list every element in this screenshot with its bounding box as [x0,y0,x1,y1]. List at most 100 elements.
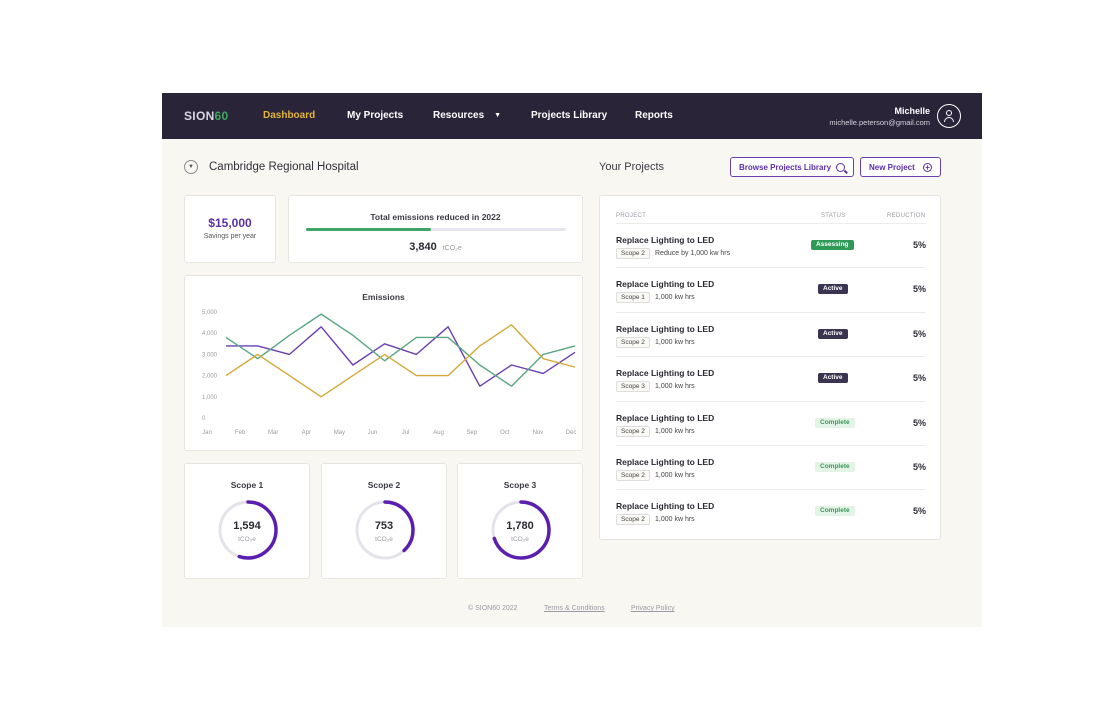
table-row[interactable]: Replace Lighting to LED Scope 2 1,000 kw h… [616,489,926,533]
plus-circle-icon: + [923,162,932,172]
scope-chip: Scope 2 [616,425,650,437]
project-name: Replace Lighting to LED [616,412,715,423]
emissions-chart-card: Emissions 5,000 4,000 3,000 2,000 1,000 0 Jan F… [184,275,583,451]
scope-card-3: Scope 3 1,780 tCO₂e [457,463,583,579]
caret-down-icon: ▼ [494,112,502,119]
column-header-project: PROJECT [616,213,647,219]
table-row[interactable]: Replace Lighting to LED Scope 2 1,000 kw h… [616,445,926,489]
new-project-button[interactable]: New Project + [860,157,941,177]
column-header-reduction: REDUCTION [887,213,926,219]
savings-card: $15,000 Savings per year [184,195,276,263]
nav-reports[interactable]: Reports [635,110,673,121]
ring-progress [218,500,278,560]
project-name: Replace Lighting to LED [616,279,715,290]
logo[interactable]: SION60 [184,109,229,123]
project-detail: 1,000 kw hrs [655,516,695,524]
x-tick-label: Jun [368,430,378,436]
savings-label: Savings per year [203,233,257,240]
scope-chip: Scope 2 [616,336,650,348]
search-icon [836,162,845,172]
status-badge: Active [818,328,848,339]
y-tick-label: 5,000 [202,310,218,316]
x-tick-label: Dec [566,430,577,436]
y-tick-label: 1,000 [202,395,218,401]
total-emissions-unit: tCO₂e [442,245,462,252]
column-header-status: STATUS [821,213,846,219]
table-row[interactable]: Replace Lighting to LED Scope 3 1,000 kw h… [616,356,926,400]
footer-privacy-link[interactable]: Privacy Policy [631,605,675,612]
series-line-3 [225,324,576,398]
scope-unit: tCO₂e [238,536,256,543]
total-emissions-card: Total emissions reduced in 2022 3,840 tCO… [288,195,583,263]
reduction-value: 5% [912,373,926,384]
scope-chip: Scope 2 [616,514,650,526]
x-tick-label: Oct [500,430,510,436]
scope-title: Scope 3 [503,480,537,490]
total-emissions-number: 3,840 [409,241,437,253]
new-project-label: New Project [869,162,915,172]
scope-chip: Scope 2 [616,470,650,481]
nav-resources[interactable]: Resources ▼ [433,110,501,121]
project-detail: 1,000 kw hrs [655,338,695,346]
status-badge: Active [818,284,848,295]
scope-card-2: Scope 2 753 tCO₂e [321,463,447,579]
project-name: Replace Lighting to LED [616,323,715,334]
nav-resources-label: Resources [433,110,485,121]
reduction-value: 5% [912,506,926,517]
x-tick-label: Feb [235,430,246,436]
scope-ring [491,500,551,560]
x-tick-label: Jul [402,430,410,436]
project-detail: 1,000 kw hrs [655,427,695,435]
scope-unit: tCO₂e [375,536,393,543]
scope-title: Scope 1 [230,480,264,490]
x-tick-label: Sep [466,430,477,436]
status-badge: Assessing [811,240,854,250]
footer-copyright: © SION60 2022 [468,605,518,612]
x-tick-label: Mar [268,430,278,436]
reduction-value: 5% [912,240,926,250]
scope-chip: Scope 2 [616,248,650,259]
project-detail: 1,000 kw hrs [655,383,695,391]
series-line-2 [225,313,576,387]
total-emissions-value: 3,840 tCO₂e [289,237,582,255]
ring-progress [355,500,415,560]
project-name: Replace Lighting to LED [616,457,715,467]
project-name: Replace Lighting to LED [616,501,715,512]
emissions-chart: 5,000 4,000 3,000 2,000 1,000 0 Jan Feb Mar Apr Ma… [202,310,577,436]
table-row[interactable]: Replace Lighting to LED Scope 1 1,000 kw h… [616,267,926,311]
footer-terms-link[interactable]: Terms & Conditions [544,605,605,612]
reduction-value: 5% [912,284,926,295]
table-row[interactable]: Replace Lighting to LED Scope 2 Reduce by … [616,223,926,267]
x-tick-label: Nov [533,430,544,436]
reduction-value: 5% [912,328,926,339]
status-badge: Complete [815,417,855,428]
user-icon[interactable] [937,104,961,128]
reduction-value: 5% [912,462,926,472]
emissions-progress-fill [306,228,431,231]
browse-projects-library-button[interactable]: Browse Projects Library [730,157,854,177]
x-tick-label: May [334,430,345,436]
scope-chip: Scope 3 [616,381,650,393]
scope-value: 1,594 [233,520,261,532]
project-detail: Reduce by 1,000 kw hrs [655,250,731,257]
user-info[interactable]: Michelle michelle.peterson@gmail.com [829,106,930,127]
table-row[interactable]: Replace Lighting to LED Scope 2 1,000 kw h… [616,311,926,356]
scope-value: 753 [374,520,394,532]
user-name: Michelle [894,106,930,116]
nav-dashboard[interactable]: Dashboard [263,110,316,121]
nav-projects-library[interactable]: Projects Library [531,110,608,121]
scope-chip: Scope 1 [616,292,650,304]
project-detail: 1,000 kw hrs [655,472,695,479]
your-projects-heading: Your Projects [599,161,665,173]
hospital-name: Cambridge Regional Hospital [209,161,359,173]
x-tick-label: Jan [202,430,212,436]
y-tick-label: 3,000 [202,352,218,358]
user-email: michelle.peterson@gmail.com [829,118,930,127]
total-emissions-label: Total emissions reduced in 2022 [370,212,501,222]
chevron-down-icon[interactable]: ▼ [184,160,198,174]
scope-ring [355,500,415,560]
scope-card-1: Scope 1 1,594 tCO₂e [184,463,310,579]
table-row[interactable]: Replace Lighting to LED Scope 2 1,000 kw h… [616,400,926,445]
app-window: SION60 Dashboard My Projects Resources ▼ … [162,93,982,627]
nav-my-projects[interactable]: My Projects [347,110,404,121]
